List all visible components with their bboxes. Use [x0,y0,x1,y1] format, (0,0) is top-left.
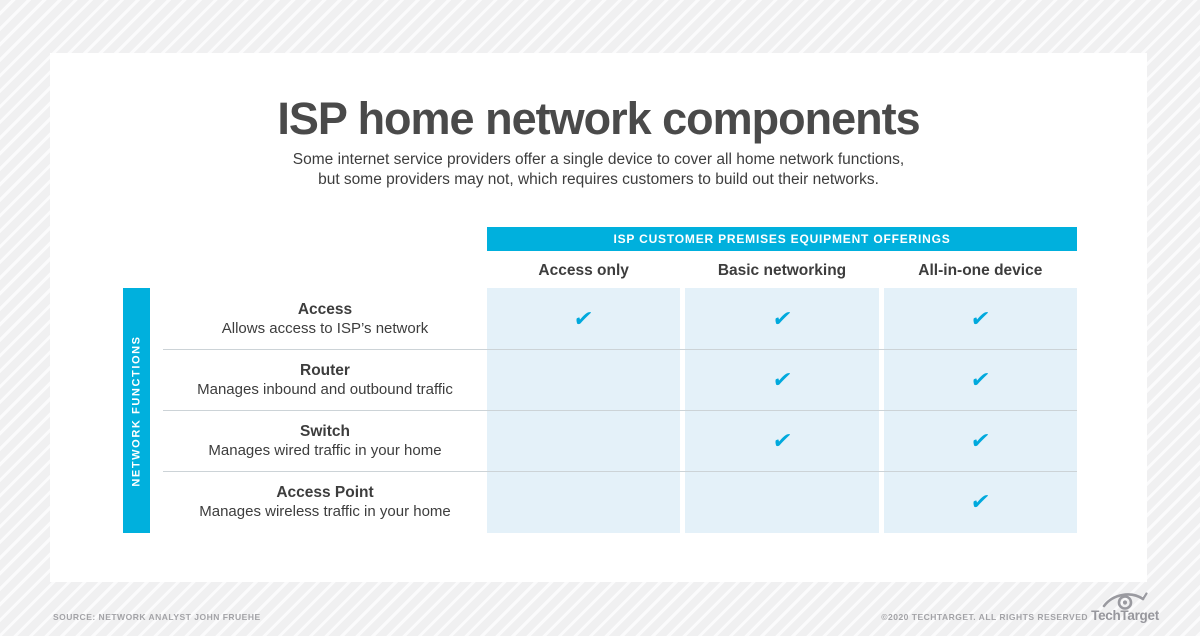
check-cell-switch-access-only [487,410,681,472]
check-icon: ✔ [770,305,794,331]
check-cell-router-access-only [487,349,681,411]
check-cell-access-access-only: ✔ [487,288,681,350]
row-name: Access Point [276,484,374,502]
column-header-basic-networking: Basic networking [717,262,847,279]
row-name: Switch [300,423,350,441]
check-icon: ✔ [968,305,992,331]
row-separator [163,349,1077,350]
source-credit: SOURCE: NETWORK ANALYST JOHN FRUEHE [53,612,261,622]
check-cell-router-all-in-one: ✔ [883,349,1077,411]
check-icon: ✔ [770,366,794,392]
page-title: ISP home network components [277,93,920,144]
check-cell-switch-all-in-one: ✔ [883,410,1077,472]
column-header-all-in-one-device: All-in-one device [918,262,1043,279]
subtitle-line-1: Some internet service providers offer a … [292,151,905,168]
subtitle-line-2: but some providers may not, which requir… [318,171,879,188]
copyright-notice: ©2020 TECHTARGET. ALL RIGHTS RESERVED [881,612,1088,622]
row-group-header-bar: NETWORK FUNCTIONS [123,288,150,533]
check-cell-switch-basic-networking: ✔ [685,410,879,472]
row-description: Allows access to ISP’s network [221,319,429,337]
page-subtitle: Some internet service providers offer a … [50,150,1147,190]
row-separator [163,471,1077,472]
row-description: Manages wired traffic in your home [208,442,442,460]
check-cell-access-all-in-one: ✔ [883,288,1077,350]
check-icon: ✔ [968,428,992,454]
check-icon: ✔ [572,305,596,331]
row-label-access: Access Allows access to ISP’s network [163,288,487,349]
content-card: ISP home network components Some interne… [50,53,1147,582]
check-cell-access-point-access-only [487,471,681,533]
column-group-header: ISP CUSTOMER PREMISES EQUIPMENT OFFERING… [487,227,1077,251]
check-cell-access-point-basic-networking [685,471,879,533]
row-separator [163,410,1077,411]
check-matrix: ✔ ✔ ✔ ✔ ✔ ✔ ✔ ✔ [487,288,1077,533]
techtarget-wordmark: TechTarget [1091,608,1159,623]
row-description: Manages wireless traffic in your home [199,503,451,521]
check-icon: ✔ [968,489,992,515]
row-name: Access [297,300,353,318]
row-name: Router [300,361,350,379]
row-label-access-point: Access Point Manages wireless traffic in… [163,472,487,533]
column-headers: Access only Basic networking All-in-one … [487,262,1077,284]
row-group-header-label: NETWORK FUNCTIONS [130,334,143,487]
check-cell-router-basic-networking: ✔ [685,349,879,411]
column-header-access-only: Access only [538,262,629,279]
check-icon: ✔ [770,428,794,454]
check-cell-access-basic-networking: ✔ [685,288,879,350]
row-labels: Access Allows access to ISP’s network Ro… [163,288,487,533]
row-label-router: Router Manages inbound and outbound traf… [163,349,487,410]
check-icon: ✔ [968,366,992,392]
row-description: Manages inbound and outbound traffic [197,380,453,398]
techtarget-logo: TechTarget [1091,590,1159,623]
check-cell-access-point-all-in-one: ✔ [883,471,1077,533]
row-label-switch: Switch Manages wired traffic in your hom… [163,411,487,472]
techtarget-eye-icon [1102,592,1148,610]
